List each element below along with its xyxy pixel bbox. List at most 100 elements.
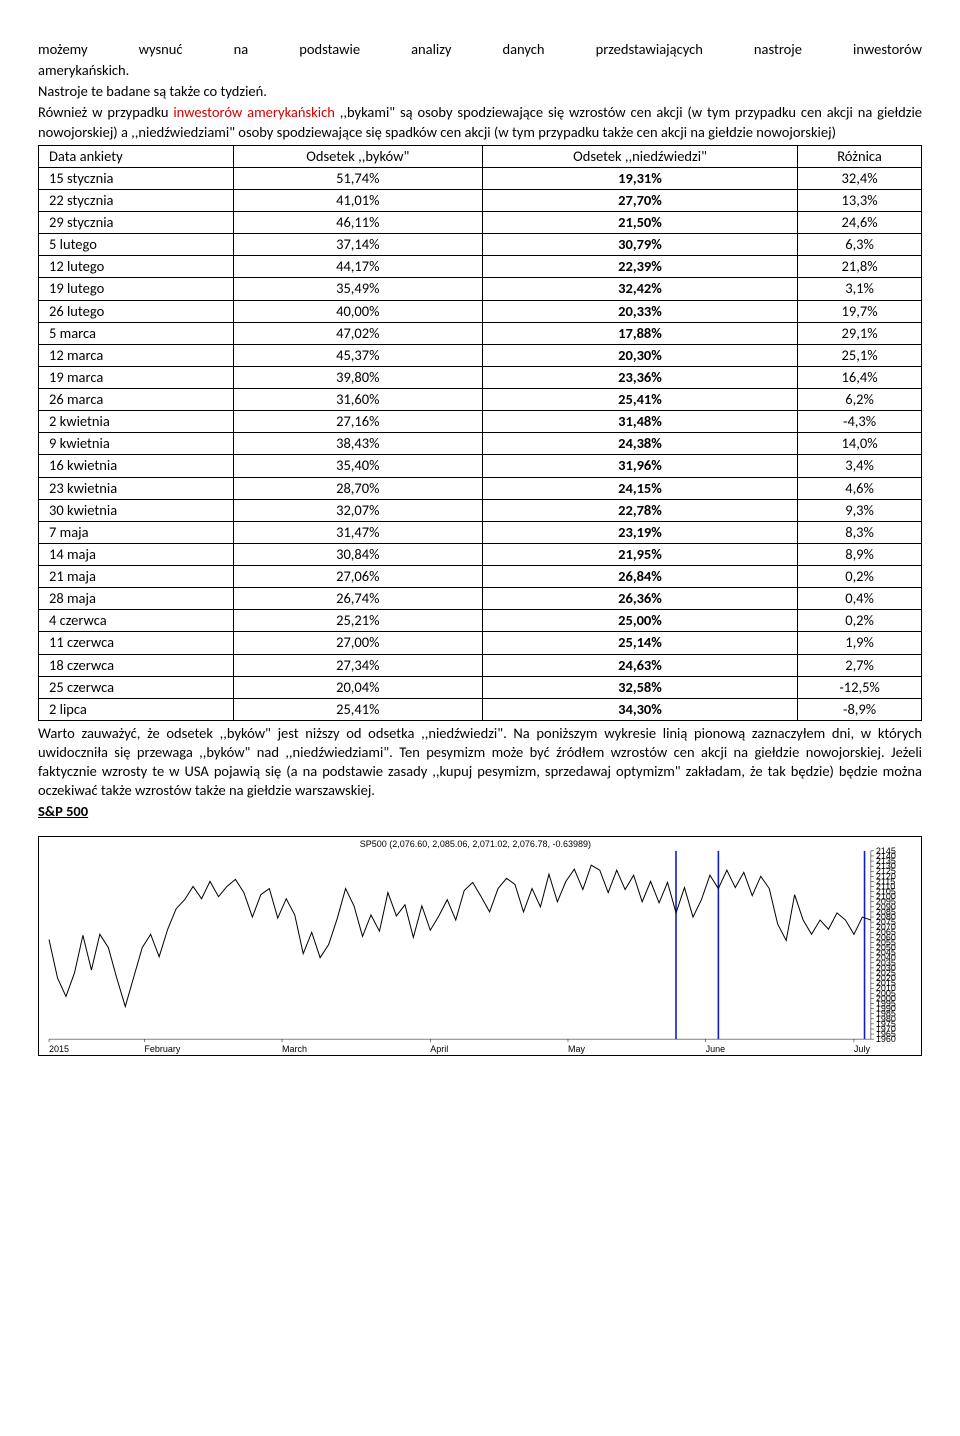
para-3: Również w przypadku inwestorów amerykańs… [38, 103, 922, 141]
table-row: 2 lipca25,41%34,30%-8,9% [39, 698, 922, 720]
table-cell: 25,1% [798, 344, 922, 366]
table-cell: 0,4% [798, 588, 922, 610]
table-cell: 29,1% [798, 322, 922, 344]
table-header: Odsetek ,,niedźwiedzi" [482, 145, 797, 167]
table-row: 15 stycznia51,74%19,31%32,4% [39, 167, 922, 189]
table-cell: 25,14% [482, 632, 797, 654]
table-cell: 39,80% [233, 366, 482, 388]
table-cell: 24,6% [798, 212, 922, 234]
table-cell: 16,4% [798, 366, 922, 388]
table-cell: 0,2% [798, 566, 922, 588]
table-cell: 21,95% [482, 543, 797, 565]
table-cell: 38,43% [233, 433, 482, 455]
table-cell: 27,16% [233, 411, 482, 433]
table-cell: 46,11% [233, 212, 482, 234]
table-cell: 25 czerwca [39, 676, 234, 698]
table-row: 4 czerwca25,21%25,00%0,2% [39, 610, 922, 632]
table-cell: 13,3% [798, 189, 922, 211]
table-row: 12 lutego44,17%22,39%21,8% [39, 256, 922, 278]
para-3b: inwestorów amerykańskich [173, 103, 335, 121]
table-cell: 14 maja [39, 543, 234, 565]
table-cell: 31,60% [233, 389, 482, 411]
table-cell: 11 czerwca [39, 632, 234, 654]
para-1b: amerykańskich. [38, 61, 922, 80]
svg-text:July: July [854, 1044, 871, 1054]
table-cell: 12 marca [39, 344, 234, 366]
table-row: 25 czerwca20,04%32,58%-12,5% [39, 676, 922, 698]
table-cell: 41,01% [233, 189, 482, 211]
table-cell: 25,41% [233, 698, 482, 720]
table-cell: 25,21% [233, 610, 482, 632]
table-cell: 32,4% [798, 167, 922, 189]
sp500-chart: 1960196519701975198019851990199520002005… [38, 836, 922, 1056]
table-header: Różnica [798, 145, 922, 167]
table-cell: 3,4% [798, 455, 922, 477]
table-cell: 26 marca [39, 389, 234, 411]
table-cell: 20,33% [482, 300, 797, 322]
table-cell: 18 czerwca [39, 654, 234, 676]
table-cell: 23,19% [482, 521, 797, 543]
table-cell: 5 lutego [39, 234, 234, 256]
table-row: 19 marca39,80%23,36%16,4% [39, 366, 922, 388]
table-cell: 7 maja [39, 521, 234, 543]
svg-text:April: April [430, 1044, 448, 1054]
table-row: 11 czerwca27,00%25,14%1,9% [39, 632, 922, 654]
table-row: 30 kwietnia32,07%22,78%9,3% [39, 499, 922, 521]
table-cell: 44,17% [233, 256, 482, 278]
table-cell: 31,96% [482, 455, 797, 477]
table-cell: 19,7% [798, 300, 922, 322]
table-row: 5 lutego37,14%30,79%6,3% [39, 234, 922, 256]
table-row: 26 lutego40,00%20,33%19,7% [39, 300, 922, 322]
table-cell: 19 lutego [39, 278, 234, 300]
table-row: 9 kwietnia38,43%24,38%14,0% [39, 433, 922, 455]
table-cell: 27,06% [233, 566, 482, 588]
table-cell: 0,2% [798, 610, 922, 632]
svg-text:SP500 (2,076.60, 2,085.06, 2,0: SP500 (2,076.60, 2,085.06, 2,071.02, 2,0… [360, 839, 591, 849]
table-cell: 47,02% [233, 322, 482, 344]
table-row: 7 maja31,47%23,19%8,3% [39, 521, 922, 543]
table-cell: 23,36% [482, 366, 797, 388]
table-cell: 45,37% [233, 344, 482, 366]
table-cell: 51,74% [233, 167, 482, 189]
table-cell: 31,47% [233, 521, 482, 543]
table-cell: -12,5% [798, 676, 922, 698]
table-cell: 6,3% [798, 234, 922, 256]
table-cell: 20,04% [233, 676, 482, 698]
table-row: 5 marca47,02%17,88%29,1% [39, 322, 922, 344]
table-cell: 21,8% [798, 256, 922, 278]
chart-heading: S&P 500 [38, 802, 922, 821]
table-cell: 22 stycznia [39, 189, 234, 211]
table-cell: 32,07% [233, 499, 482, 521]
table-cell: 14,0% [798, 433, 922, 455]
table-row: 23 kwietnia28,70%24,15%4,6% [39, 477, 922, 499]
table-row: 2 kwietnia27,16%31,48%-4,3% [39, 411, 922, 433]
table-cell: 21 maja [39, 566, 234, 588]
table-header: Odsetek ,,byków" [233, 145, 482, 167]
table-cell: 30 kwietnia [39, 499, 234, 521]
table-row: 29 stycznia46,11%21,50%24,6% [39, 212, 922, 234]
table-cell: 35,49% [233, 278, 482, 300]
table-cell: 37,14% [233, 234, 482, 256]
table-cell: 24,63% [482, 654, 797, 676]
table-cell: 30,79% [482, 234, 797, 256]
table-row: 28 maja26,74%26,36%0,4% [39, 588, 922, 610]
table-cell: 19 marca [39, 366, 234, 388]
table-cell: 26 lutego [39, 300, 234, 322]
table-cell: 30,84% [233, 543, 482, 565]
table-cell: 19,31% [482, 167, 797, 189]
table-row: 21 maja27,06%26,84%0,2% [39, 566, 922, 588]
table-cell: 2 kwietnia [39, 411, 234, 433]
table-cell: 28 maja [39, 588, 234, 610]
table-cell: 9 kwietnia [39, 433, 234, 455]
table-cell: 25,41% [482, 389, 797, 411]
para-2: Nastroje te badane są także co tydzień. [38, 82, 922, 101]
table-row: 16 kwietnia35,40%31,96%3,4% [39, 455, 922, 477]
table-cell: 32,42% [482, 278, 797, 300]
table-cell: 5 marca [39, 322, 234, 344]
svg-text:2145: 2145 [876, 846, 896, 856]
table-cell: 32,58% [482, 676, 797, 698]
table-cell: 26,84% [482, 566, 797, 588]
para-1a: możemy wysnuć na podstawie analizy danyc… [38, 40, 922, 59]
table-cell: 28,70% [233, 477, 482, 499]
svg-text:2015: 2015 [49, 1044, 69, 1054]
